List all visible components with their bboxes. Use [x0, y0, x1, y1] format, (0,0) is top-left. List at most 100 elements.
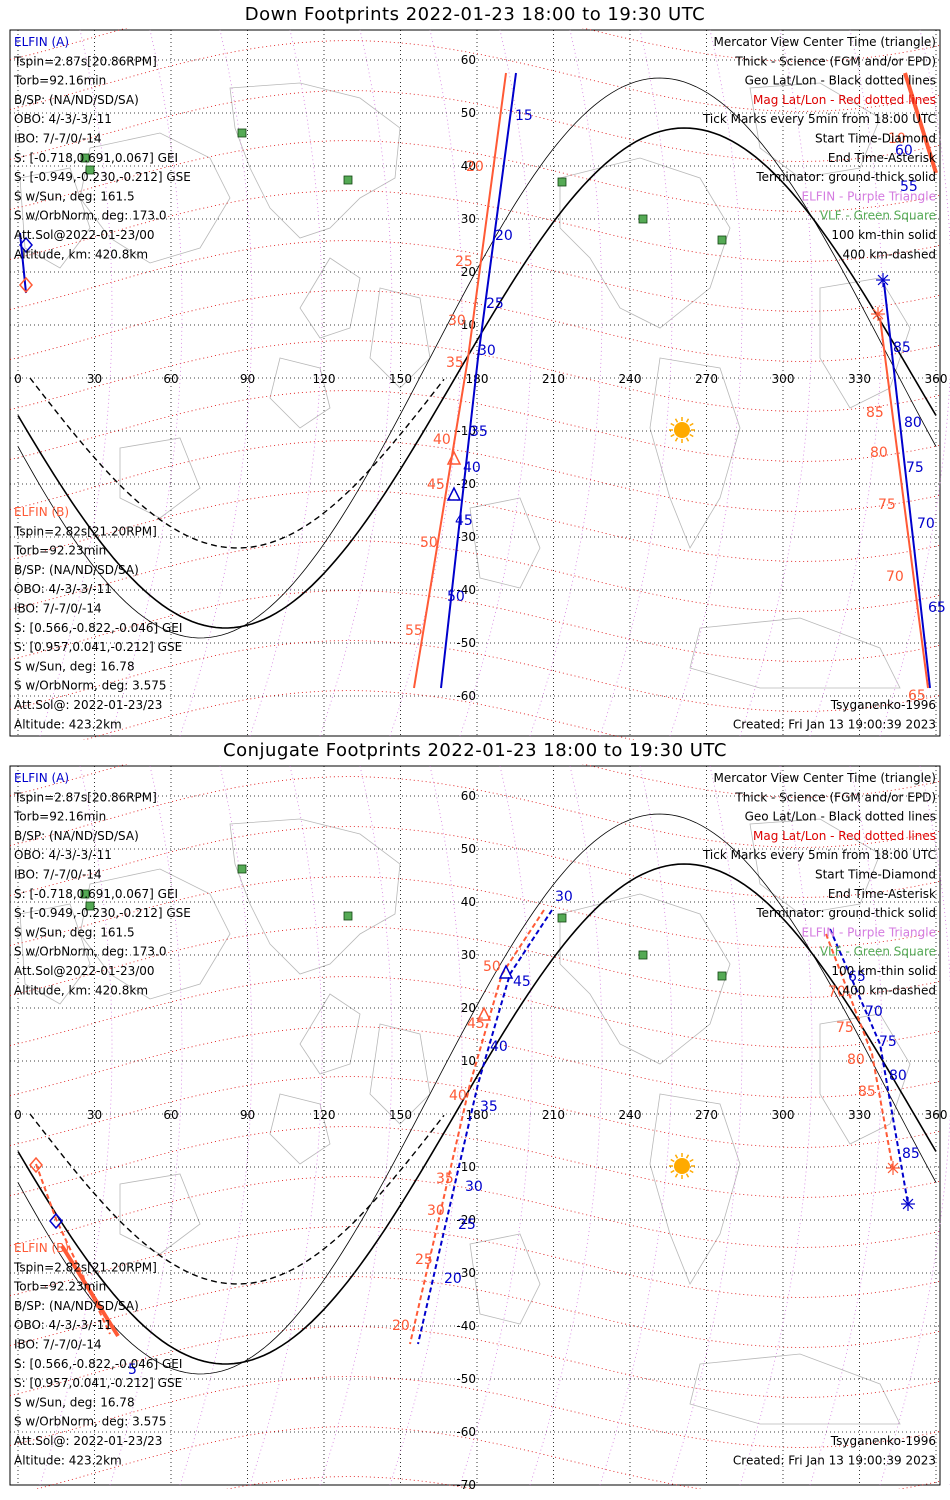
elfin-b-info-line: Altitude: 423.2km: [14, 1453, 122, 1467]
elfin-b-info-line: Torb=92.23min: [13, 544, 106, 558]
elfin-a-info-line: Torb=92.16min: [13, 810, 106, 824]
sun-icon: [669, 1153, 695, 1179]
elfin-a-tick-label: 45: [455, 513, 473, 529]
elfin-b-tick-label: 55: [405, 623, 423, 639]
continent-outline: [469, 497, 541, 589]
mag-parallel: [9, 190, 941, 262]
mag-parallel: [9, 490, 941, 562]
mag-parallel: [9, 640, 941, 712]
continent-outline: [269, 1093, 331, 1165]
vlf-square: [343, 175, 353, 185]
lat-tick-label: -10: [456, 1160, 476, 1174]
continent-outline: [749, 818, 881, 915]
mag-parallel: [82, 690, 636, 740]
lon-tick-label: 90: [240, 1108, 255, 1122]
elfin-a-info-line: S w/Sun, deg: 161.5: [14, 925, 135, 939]
lat-tick-label: -60: [456, 1425, 476, 1439]
elfin-a-name: ELFIN (A): [14, 771, 69, 785]
elfin-a-center-triangle: [446, 486, 462, 501]
vlf-square: [557, 913, 567, 923]
elfin-a-info-line: OBO: 4/-3/-3/-11: [14, 112, 112, 126]
panel-title-conjugate: Conjugate Footprints 2022-01-23 18:00 to…: [223, 740, 727, 761]
continent-outline: [79, 132, 231, 264]
elfin-a-tick-label: 25: [458, 1217, 476, 1233]
legend-line: Mag Lat/Lon - Red dotted lines: [753, 93, 936, 107]
mag-parallel: [9, 290, 941, 362]
legend-line: Geo Lat/Lon - Black dotted lines: [745, 74, 936, 88]
continent-outline: [19, 903, 91, 1005]
lat-tick-label: 40: [461, 159, 476, 173]
elfin-a-info-line: Att.Sol@2022-01-23/00: [14, 228, 155, 242]
vlf-square: [80, 889, 90, 899]
mag-meridian: [179, 765, 253, 1486]
elfin-a-tick-label: 35: [470, 424, 488, 440]
elfin-b-start-diamond: [19, 276, 33, 294]
elfin-a-tick-label: 85: [902, 1146, 920, 1162]
legend-line: Tick Marks every 5min from 18:00 UTC: [702, 112, 936, 126]
elfin-b-science-segment: [60, 1244, 120, 1338]
vlf-square: [638, 950, 648, 960]
elfin-b-tick-label: 50: [483, 959, 501, 975]
elfin-b-science-segment: [903, 72, 938, 174]
legend-line: Terminator: ground-thick solid: [755, 170, 936, 184]
elfin-b-info-line: S w/OrbNorm, deg: 3.575: [14, 679, 166, 693]
legend-line: Geo Lat/Lon - Black dotted lines: [745, 810, 936, 824]
elfin-b-info-line: Att.Sol@: 2022-01-23/23: [14, 698, 162, 712]
elfin-b-tick-label: 25: [455, 254, 473, 270]
elfin-b-tick-label: 50: [420, 535, 438, 551]
mag-meridian: [249, 765, 323, 1486]
sun-ray: [670, 1169, 675, 1174]
model-label: Tsyganenko-1996: [830, 698, 936, 712]
lon-tick-label: 0: [14, 1108, 22, 1122]
elfin-b-tick-label: 80: [870, 445, 888, 461]
elfin-a-tick-label: 60: [895, 143, 913, 159]
lat-tick-label: 40: [461, 895, 476, 909]
elfin-a-tick-label: 65: [928, 600, 946, 616]
vlf-square: [717, 235, 727, 245]
elfin-b-tick-label: 70: [828, 984, 846, 1000]
sun-ray: [685, 437, 690, 442]
sun-ray: [685, 418, 690, 423]
mag-parallel: [9, 1376, 941, 1448]
sun-ray: [674, 1154, 679, 1159]
lat-tick-label: -40: [456, 1319, 476, 1333]
mag-parallel: [9, 1126, 941, 1198]
legend-line: End Time-Asterisk: [828, 151, 936, 165]
continent-outline: [229, 818, 401, 975]
elfin-b-tick-label: 80: [847, 1052, 865, 1068]
elfin-a-end-asterisk: [877, 274, 889, 286]
legend-line: 100 km-thin solid: [831, 964, 936, 978]
continent-outline: [559, 893, 731, 1065]
elfin-a-tick-label: 75: [879, 1034, 897, 1050]
elfin-a-tick-label: 15: [515, 108, 533, 124]
elfin-a-tick-label: 70: [865, 1004, 883, 1020]
elfin-b-info-line: Torb=92.23min: [13, 1280, 106, 1294]
mag-meridian: [459, 765, 533, 1486]
continent-outline: [469, 1233, 541, 1325]
continent-outline: [119, 1173, 201, 1255]
sun-ray: [685, 1154, 690, 1159]
continent-outline: [79, 868, 231, 1000]
elfin-a-info-line: S: [-0.949,-0.230,-0.212] GSE: [14, 170, 191, 184]
mag-parallel: [9, 926, 941, 998]
elfin-b-tick-label: 40: [433, 432, 451, 448]
sun-ray: [689, 433, 694, 438]
elfin-b-info-line: IBO: 7/-7/0/-14: [14, 1338, 102, 1352]
lat-tick-label: 30: [461, 212, 476, 226]
lat-tick-label: 20: [461, 265, 476, 279]
lon-tick-label: 120: [313, 1108, 336, 1122]
lon-tick-label: 270: [695, 372, 718, 386]
lat-tick-label: 30: [461, 948, 476, 962]
lat-tick-label: -50: [456, 1372, 476, 1386]
sun-ray: [685, 1173, 690, 1178]
elfin-a-end-asterisk: [902, 1198, 914, 1210]
sun-disc: [674, 422, 690, 438]
elfin-a-tick-label: 30: [555, 889, 573, 905]
lat-tick-label: -20: [456, 477, 476, 491]
lon-tick-label: 210: [542, 1108, 565, 1122]
elfin-b-info-line: S: [0.957,0.041,-0.212] GSE: [14, 1376, 182, 1390]
mag-parallel: [9, 1276, 941, 1348]
elfin-b-tick-label: 20: [392, 1318, 410, 1334]
lon-tick-label: 240: [619, 1108, 642, 1122]
elfin-a-tick-label: 20: [444, 1271, 462, 1287]
